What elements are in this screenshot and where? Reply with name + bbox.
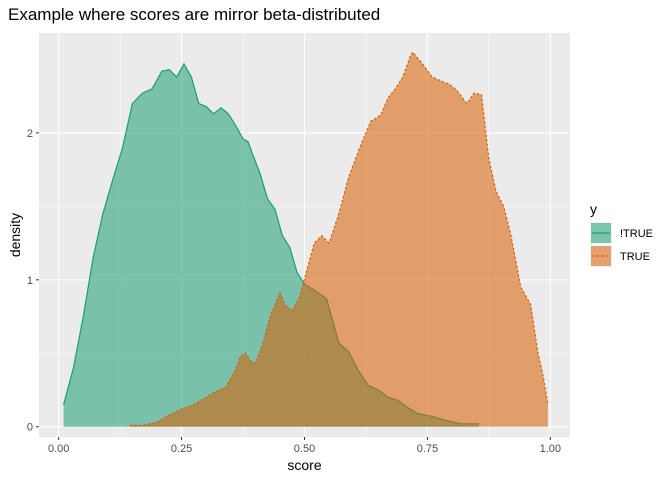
density-area-2 — [130, 52, 548, 427]
legend-label: TRUE — [620, 251, 650, 263]
x-tick-label: 0.50 — [294, 443, 315, 455]
x-tick-label: 0.00 — [48, 443, 69, 455]
y-tick-label: 0 — [27, 422, 33, 434]
chart-title: Example where scores are mirror beta-dis… — [8, 5, 380, 24]
legend: y !TRUE TRUE — [590, 201, 653, 267]
y-tick-label: 1 — [27, 275, 33, 287]
y-axis-label: density — [7, 213, 23, 257]
y-tick-label: 2 — [27, 128, 33, 140]
x-tick-label: 0.75 — [417, 443, 438, 455]
legend-label: !TRUE — [620, 228, 653, 240]
x-axis-ticks: 0.00 0.25 0.50 0.75 1.00 — [48, 437, 561, 455]
density-area-1 — [63, 63, 479, 427]
legend-title: y — [590, 201, 597, 217]
y-axis-ticks: 0 1 2 — [27, 128, 39, 434]
density-line-2 — [130, 51, 549, 426]
x-axis-label: score — [287, 457, 321, 473]
x-tick-label: 0.25 — [171, 443, 192, 455]
x-tick-label: 1.00 — [540, 443, 561, 455]
density-areas — [63, 51, 549, 427]
